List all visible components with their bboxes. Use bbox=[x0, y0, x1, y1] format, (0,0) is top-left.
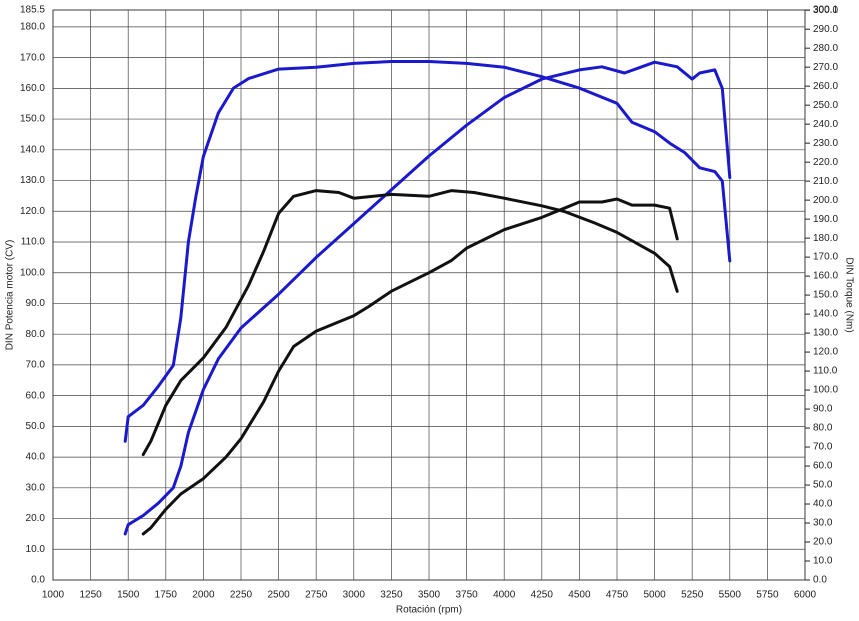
x-tick-label: 3000 bbox=[343, 590, 366, 601]
y2-tick-label: 100.0 bbox=[813, 385, 838, 396]
y-tick-label: 80.0 bbox=[26, 329, 46, 340]
y2-tick-label: 180.0 bbox=[813, 233, 838, 244]
y2-tick-label: 110.0 bbox=[813, 366, 838, 377]
y2-tick-label: 260.0 bbox=[813, 81, 838, 92]
x-tick-label: 1500 bbox=[117, 590, 140, 601]
y2-tick-label: 0.0 bbox=[813, 575, 827, 586]
y-tick-label: 110.0 bbox=[21, 237, 46, 248]
y-tick-label: 185.5 bbox=[20, 5, 45, 16]
y-tick-label: 170.0 bbox=[20, 52, 45, 63]
y2-tick-label: 220.0 bbox=[813, 157, 838, 168]
y2-tick-label: 30.0 bbox=[813, 518, 833, 529]
series-line bbox=[123, 60, 732, 443]
x-tick-label: 4000 bbox=[493, 590, 516, 601]
y-tick-label: 20.0 bbox=[26, 513, 46, 524]
y-tick-label: 40.0 bbox=[26, 452, 46, 463]
y2-tick-label: 200.0 bbox=[813, 195, 838, 206]
x-tick-label: 2750 bbox=[305, 590, 328, 601]
x-tick-label: 6000 bbox=[794, 590, 817, 601]
x-tick-label: 1750 bbox=[155, 590, 178, 601]
y2-tick-label: 170.0 bbox=[813, 252, 838, 263]
y-tick-label: 160.0 bbox=[20, 83, 45, 94]
y2-tick-label: 40.0 bbox=[813, 499, 833, 510]
x-axis-label: Rotación (rpm) bbox=[396, 605, 462, 616]
y-tick-label: 120.0 bbox=[20, 206, 45, 217]
y2-tick-label: 250.0 bbox=[813, 100, 838, 111]
series-line bbox=[141, 197, 679, 536]
y-tick-label: 10.0 bbox=[26, 544, 46, 555]
y2-tick-label: 190.0 bbox=[813, 214, 838, 225]
series-line bbox=[141, 189, 679, 457]
y2-tick-label: 60.0 bbox=[813, 461, 833, 472]
y-tick-label: 50.0 bbox=[26, 421, 46, 432]
y-tick-label: 130.0 bbox=[20, 175, 45, 186]
y2-tick-label: 90.0 bbox=[813, 404, 833, 415]
y2-tick-label: 290.0 bbox=[813, 24, 838, 35]
y2-tick-label: 50.0 bbox=[813, 480, 833, 491]
y-tick-label: 90.0 bbox=[26, 298, 46, 309]
x-tick-label: 4750 bbox=[606, 590, 629, 601]
x-tick-label: 2500 bbox=[267, 590, 290, 601]
x-tick-label: 1000 bbox=[42, 590, 65, 601]
y-tick-label: 60.0 bbox=[26, 390, 46, 401]
y2-axis-label: DIN Torque (Nm) bbox=[843, 257, 854, 332]
y-tick-label: 100.0 bbox=[20, 267, 45, 278]
x-tick-label: 1250 bbox=[79, 590, 102, 601]
y-axis-label: DIN Potencia motor (CV) bbox=[5, 240, 16, 351]
series-line bbox=[123, 60, 732, 536]
y-tick-label: 70.0 bbox=[26, 360, 46, 371]
y2-tick-label: 130.0 bbox=[813, 328, 838, 339]
x-tick-label: 5500 bbox=[719, 590, 742, 601]
y2-tick-label: 80.0 bbox=[813, 423, 833, 434]
y2-tick-label: 270.0 bbox=[813, 62, 838, 73]
x-tick-label: 3500 bbox=[418, 590, 441, 601]
y-tick-label: 150.0 bbox=[20, 114, 45, 125]
y2-tick-label: 20.0 bbox=[813, 537, 833, 548]
y2-tick-label: 140.0 bbox=[813, 309, 838, 320]
x-tick-label: 5750 bbox=[756, 590, 779, 601]
x-tick-label: 4250 bbox=[531, 590, 554, 601]
y-tick-label: 140.0 bbox=[20, 144, 45, 155]
x-tick-label: 3250 bbox=[380, 590, 403, 601]
y2-tick-label: 70.0 bbox=[813, 442, 833, 453]
x-tick-label: 4500 bbox=[568, 590, 591, 601]
y-tick-label: 30.0 bbox=[26, 482, 46, 493]
y2-tick-label: 240.0 bbox=[813, 119, 838, 130]
y2-tick-label: 300.0 bbox=[813, 5, 838, 16]
y2-tick-label: 210.0 bbox=[813, 176, 838, 187]
x-tick-label: 5250 bbox=[681, 590, 704, 601]
y-tick-label: 0.0 bbox=[31, 575, 45, 586]
y2-tick-label: 300.1 bbox=[813, 5, 838, 16]
y2-tick-label: 230.0 bbox=[813, 138, 838, 149]
y2-tick-label: 150.0 bbox=[813, 290, 838, 301]
x-tick-label: 2250 bbox=[230, 590, 253, 601]
y2-tick-label: 160.0 bbox=[813, 271, 838, 282]
x-tick-label: 2000 bbox=[192, 590, 215, 601]
y2-tick-label: 10.0 bbox=[813, 556, 833, 567]
x-tick-label: 3750 bbox=[455, 590, 478, 601]
y-tick-label: 180.0 bbox=[20, 22, 45, 33]
y2-tick-label: 120.0 bbox=[813, 347, 838, 358]
x-tick-label: 5000 bbox=[643, 590, 666, 601]
y2-tick-label: 280.0 bbox=[813, 43, 838, 54]
